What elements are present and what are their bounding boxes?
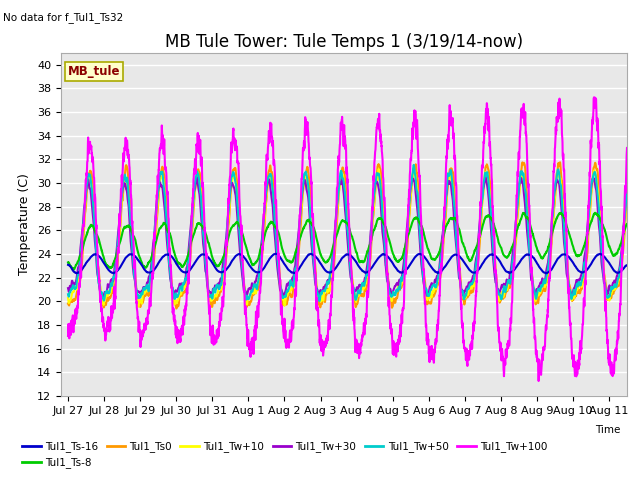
Tul1_Ts0 <box>552 179 560 184</box>
Tul1_Tw+50 <box>410 162 418 168</box>
Line: Tul1_Tw+100: Tul1_Tw+100 <box>68 97 627 381</box>
Tul1_Ts-8 <box>128 229 136 235</box>
Tul1_Tw+50 <box>552 177 560 182</box>
Tul1_Ts-8 <box>623 221 631 227</box>
Tul1_Ts0 <box>64 301 72 307</box>
Line: Tul1_Tw+50: Tul1_Tw+50 <box>68 165 627 301</box>
Tul1_Ts-8 <box>303 218 310 224</box>
Tul1_Tw+10 <box>64 295 72 301</box>
Line: Tul1_Tw+30: Tul1_Tw+30 <box>68 177 627 298</box>
Tul1_Tw+100 <box>278 321 286 327</box>
Text: Time: Time <box>595 425 621 435</box>
Tul1_Ts0 <box>612 283 620 289</box>
Tul1_Ts0 <box>623 197 631 203</box>
Line: Tul1_Ts0: Tul1_Ts0 <box>68 162 627 309</box>
Tul1_Ts-8 <box>70 266 78 272</box>
Tul1_Tw+100 <box>590 95 598 100</box>
Tul1_Ts-8 <box>591 210 599 216</box>
Tul1_Tw+50 <box>64 291 72 297</box>
Tul1_Tw+100 <box>128 218 136 224</box>
Tul1_Tw+30 <box>99 295 107 301</box>
Tul1_Tw+50 <box>278 295 286 300</box>
Tul1_Ts-16 <box>272 251 280 257</box>
Tul1_Ts-16 <box>303 254 310 260</box>
Tul1_Tw+50 <box>316 298 323 304</box>
Tul1_Tw+30 <box>612 274 620 280</box>
Line: Tul1_Tw+10: Tul1_Tw+10 <box>68 169 627 307</box>
Tul1_Tw+10 <box>128 234 136 240</box>
Tul1_Tw+30 <box>481 174 489 180</box>
Tul1_Tw+10 <box>161 198 169 204</box>
Tul1_Tw+100 <box>535 378 543 384</box>
Tul1_Ts-16 <box>128 252 136 257</box>
Tul1_Ts0 <box>173 306 180 312</box>
Tul1_Tw+30 <box>161 211 169 216</box>
Tul1_Tw+30 <box>64 285 72 291</box>
Tul1_Ts-16 <box>552 258 560 264</box>
Tul1_Tw+10 <box>279 297 287 302</box>
Tul1_Ts-16 <box>623 263 631 268</box>
Tul1_Tw+30 <box>128 252 136 257</box>
Tul1_Ts-8 <box>64 260 72 265</box>
Tul1_Tw+50 <box>623 186 631 192</box>
Text: No data for f_Tul1_Ts32: No data for f_Tul1_Ts32 <box>3 12 124 23</box>
Tul1_Ts-8 <box>552 216 560 222</box>
Tul1_Tw+50 <box>303 172 310 178</box>
Tul1_Ts-8 <box>161 221 169 227</box>
Tul1_Tw+100 <box>303 127 310 133</box>
Tul1_Tw+10 <box>552 181 560 187</box>
Tul1_Tw+10 <box>375 166 383 172</box>
Tul1_Tw+100 <box>161 164 169 170</box>
Tul1_Ts-16 <box>612 270 620 276</box>
Tul1_Ts0 <box>128 222 136 228</box>
Tul1_Tw+100 <box>623 151 631 156</box>
Tul1_Ts0 <box>556 159 564 165</box>
Title: MB Tule Tower: Tule Temps 1 (3/19/14-now): MB Tule Tower: Tule Temps 1 (3/19/14-now… <box>165 33 523 51</box>
Tul1_Tw+50 <box>612 282 620 288</box>
Tul1_Tw+50 <box>161 194 169 200</box>
Tul1_Tw+30 <box>623 188 631 193</box>
Tul1_Ts0 <box>303 166 310 172</box>
Tul1_Tw+30 <box>279 290 287 296</box>
Line: Tul1_Ts-16: Tul1_Ts-16 <box>68 254 627 273</box>
Tul1_Tw+100 <box>64 333 72 339</box>
Text: MB_tule: MB_tule <box>68 65 120 78</box>
Y-axis label: Temperature (C): Temperature (C) <box>19 173 31 276</box>
Tul1_Tw+100 <box>612 348 620 353</box>
Tul1_Ts-8 <box>279 247 287 253</box>
Tul1_Tw+10 <box>303 179 310 185</box>
Tul1_Ts-16 <box>64 262 72 268</box>
Tul1_Ts0 <box>161 180 169 186</box>
Line: Tul1_Ts-8: Tul1_Ts-8 <box>68 213 627 269</box>
Tul1_Ts-16 <box>279 258 287 264</box>
Tul1_Tw+30 <box>303 188 310 193</box>
Tul1_Tw+30 <box>552 179 560 185</box>
Tul1_Tw+50 <box>128 238 136 244</box>
Tul1_Tw+10 <box>623 195 631 201</box>
Tul1_Ts-8 <box>612 251 620 256</box>
Tul1_Tw+100 <box>552 127 560 132</box>
Tul1_Ts-16 <box>161 252 169 258</box>
Tul1_Tw+10 <box>612 281 620 287</box>
Tul1_Tw+10 <box>134 304 142 310</box>
Tul1_Ts0 <box>279 301 287 307</box>
Legend: Tul1_Ts-16, Tul1_Ts-8, Tul1_Ts0, Tul1_Tw+10, Tul1_Tw+30, Tul1_Tw+50, Tul1_Tw+100: Tul1_Ts-16, Tul1_Ts-8, Tul1_Ts0, Tul1_Tw… <box>18 437 551 472</box>
Tul1_Ts-16 <box>543 270 550 276</box>
